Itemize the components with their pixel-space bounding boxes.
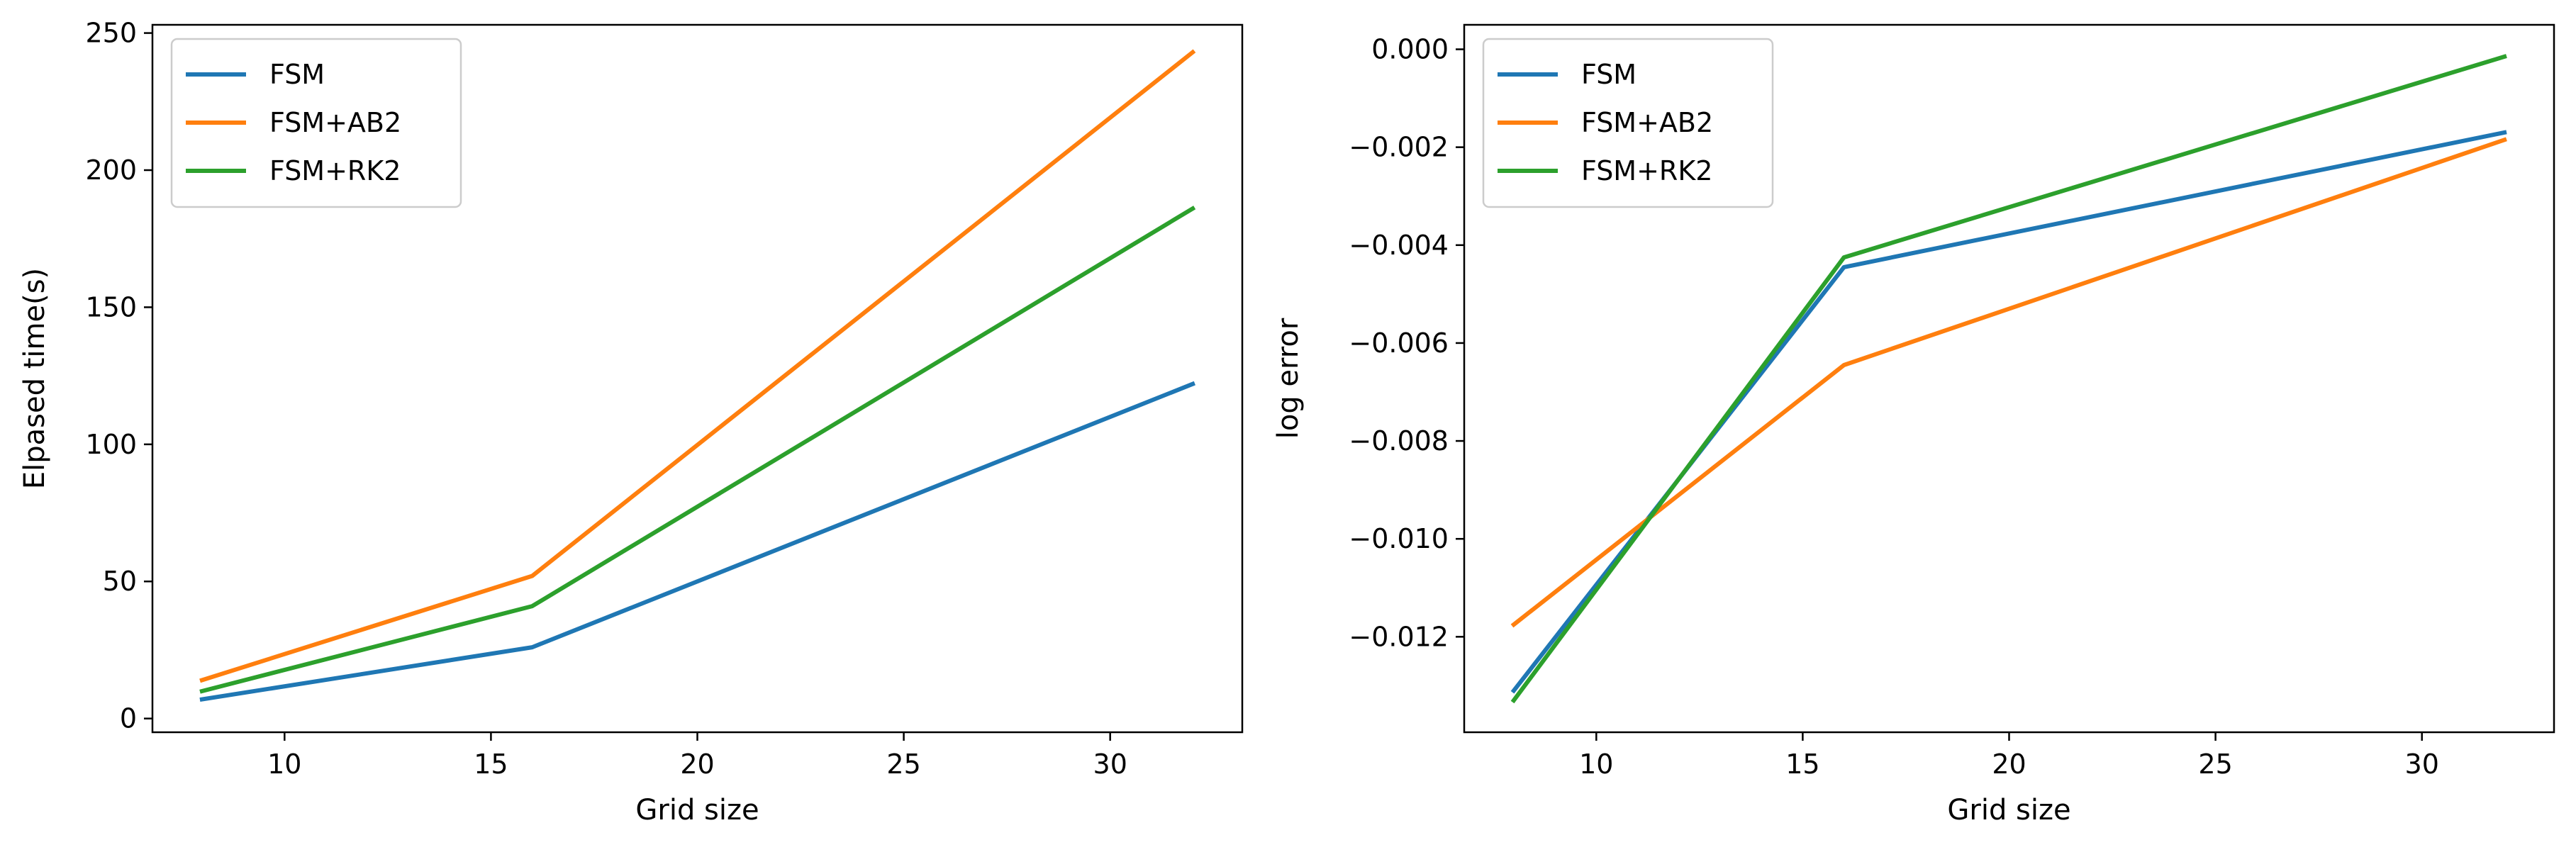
y-axis-label: Elpased time(s) xyxy=(18,268,51,489)
y-tick-label: −0.004 xyxy=(1349,230,1449,261)
series-line-fsm-rk2 xyxy=(199,206,1196,694)
y-tick-label: 250 xyxy=(85,18,137,49)
x-tick-label: 30 xyxy=(2405,749,2439,780)
x-tick-label: 10 xyxy=(267,749,301,780)
y-tick-label: −0.012 xyxy=(1349,621,1449,652)
y-tick-label: 0.000 xyxy=(1371,34,1449,65)
legend-box xyxy=(1482,38,1774,208)
y-tick-label: −0.002 xyxy=(1349,132,1449,163)
y-tick-label: −0.008 xyxy=(1349,425,1449,456)
legend-label: FSM+RK2 xyxy=(269,155,401,186)
x-tick-label: 20 xyxy=(1992,749,2026,780)
y-tick-label: 100 xyxy=(85,429,137,460)
series-line-fsm-ab2 xyxy=(199,49,1196,683)
series-line-fsm xyxy=(199,381,1195,702)
series-line-fsm-rk2 xyxy=(1510,54,2507,704)
y-tick-label: −0.010 xyxy=(1349,523,1449,554)
x-axis-label: Grid size xyxy=(1947,794,2070,827)
legend-label: FSM xyxy=(269,59,325,90)
series-line-fsm-ab2 xyxy=(1510,137,2507,628)
legend-label: FSM+RK2 xyxy=(1581,155,1712,186)
x-tick-label: 10 xyxy=(1579,749,1613,780)
legend-label: FSM+AB2 xyxy=(269,107,401,138)
chart-panel-1: 10 15 20 25 30 0 50 100 150 200 250 Grid size Elpase… xyxy=(18,18,1244,827)
legend-label: FSM xyxy=(1581,59,1637,90)
legend: FSM FSM+AB2 FSM+RK2 xyxy=(1482,38,1774,208)
y-tick-label: −0.006 xyxy=(1349,327,1449,359)
y-axis-label: log error xyxy=(1272,318,1305,439)
chart-panel-2: 10 15 20 25 30 0.000 −0.002 −0.004 −0.006 −0.008 −… xyxy=(1272,23,2555,827)
y-tick-label: 0 xyxy=(120,703,137,734)
y-tick-label: 50 xyxy=(103,566,137,597)
x-tick-label: 25 xyxy=(886,749,920,780)
y-tick-label: 200 xyxy=(85,155,137,186)
x-tick-label: 15 xyxy=(474,749,508,780)
x-tick-label: 25 xyxy=(2198,749,2232,780)
legend-label: FSM+AB2 xyxy=(1581,107,1713,138)
x-tick-label: 30 xyxy=(1093,749,1127,780)
legend: FSM FSM+AB2 FSM+RK2 xyxy=(170,38,462,208)
legend-box xyxy=(170,38,462,208)
x-tick-label: 20 xyxy=(680,749,714,780)
x-tick-label: 15 xyxy=(1785,749,1819,780)
x-axis-label: Grid size xyxy=(635,794,759,827)
y-tick-label: 150 xyxy=(85,291,137,323)
